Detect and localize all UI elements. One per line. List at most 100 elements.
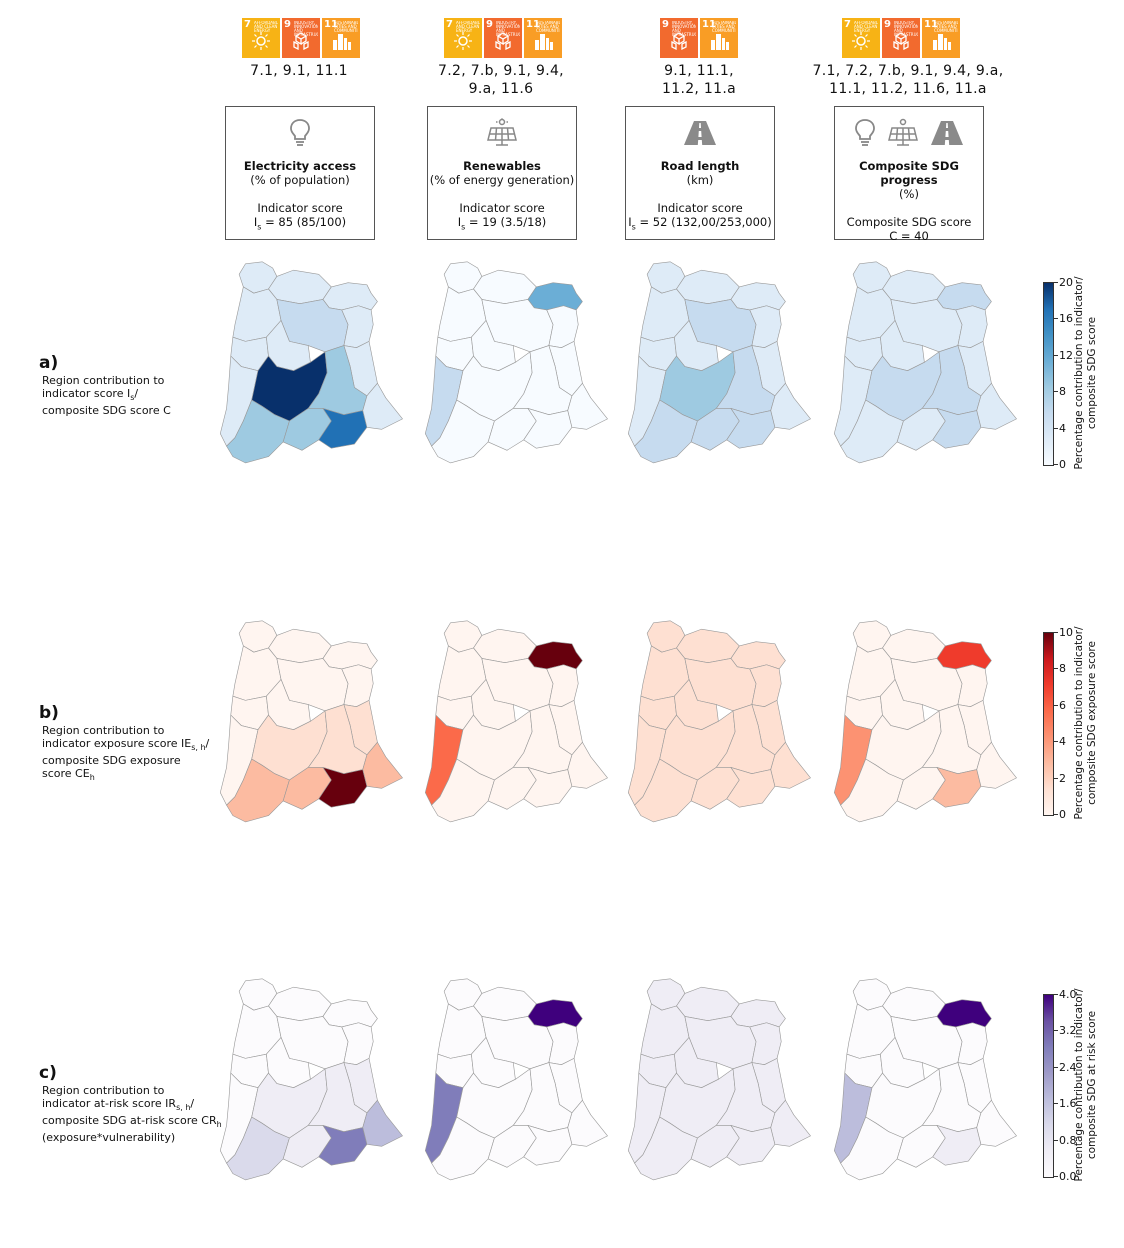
region-r15 (726, 1125, 776, 1166)
card-subtitle: (%) (899, 187, 919, 201)
colorbar-tick-label: 1.6 (1059, 1097, 1077, 1111)
row-header-a: a) Region contribution to indicator scor… (39, 353, 171, 418)
colorbar-label: Percentage contribution to indicator/com… (1073, 626, 1098, 820)
region-r3 (322, 641, 378, 670)
colorbar-tick-mark (1054, 318, 1058, 320)
region-r2 (473, 986, 537, 1021)
region-r15 (318, 1125, 368, 1166)
region-r13 (634, 1116, 698, 1181)
region-r16 (362, 741, 403, 789)
colorbar-gradient (1043, 994, 1054, 1178)
colorbar-tick-label: 6 (1059, 698, 1066, 712)
indicator-card-composite: Composite SDG progress (%) Composite SDG… (834, 106, 984, 243)
region-r2 (882, 986, 946, 1021)
row-header-c: c) Region contribution to indicator at-r… (39, 1063, 222, 1145)
targets-col4: 7.1, 7.2, 7.b, 9.1, 9.4, 9.a, 11.1, 11.2,… (812, 63, 1004, 97)
colorbar-tick-mark (1054, 741, 1058, 743)
ghana-map-3-3 (627, 978, 811, 1181)
colorbar-tick-mark (1054, 1103, 1058, 1105)
colorbar-tick-mark (1054, 814, 1058, 815)
region-r3 (322, 999, 378, 1028)
region-r3 (936, 641, 992, 670)
region-r13 (226, 1116, 290, 1181)
colorbar-tick-label: 2 (1059, 771, 1066, 785)
score-value: Is = 52 (132,00/253,000) (628, 215, 772, 232)
region-r13 (431, 1116, 495, 1181)
region-r2 (676, 628, 740, 663)
targets-col2: 7.2, 7.b, 9.1, 9.4, 9.a, 11.6 (438, 63, 564, 97)
colorbar-gradient (1043, 632, 1054, 816)
sdg11-badge: 11SUSTAINABLE CITIES AND COMMUNITIES (322, 18, 360, 58)
sdg11-badge: 11SUSTAINABLE CITIES AND COMMUNITIES (700, 18, 738, 58)
colorbar-tick-mark (1054, 1030, 1058, 1032)
region-r2 (268, 269, 332, 304)
region-r13 (431, 758, 495, 823)
colorbar-tick-mark (1054, 1176, 1058, 1177)
sdg-badges-col4: 7 AFFORDABLE AND CLEAN ENERGY 9 INDUSTRY, … (842, 18, 960, 58)
targets-col3: 9.1, 11.1, 11.2, 11.a (662, 63, 736, 97)
colorbar-tick-label: 0.8 (1059, 1133, 1077, 1147)
colorbar-tick-mark (1054, 668, 1058, 670)
ghana-map-3-4 (833, 978, 1017, 1181)
card-title: Electricity access (243, 159, 357, 173)
region-r15 (932, 408, 982, 449)
solar-panel-icon (487, 118, 517, 146)
region-r16 (567, 1099, 608, 1147)
colorbar-tick-label: 10 (1059, 626, 1073, 639)
colorbar-tick-label: 4.0 (1059, 988, 1077, 1001)
colorbar-tick-mark (1054, 282, 1058, 283)
region-r16 (567, 741, 608, 789)
ghana-map-1-1 (219, 261, 403, 464)
colorbar-tick-label: 16 (1059, 312, 1073, 326)
score-label: Indicator score (657, 201, 743, 215)
region-r16 (976, 382, 1017, 430)
colorbar-tick-mark (1054, 1139, 1058, 1141)
score-label: Indicator score (257, 201, 343, 215)
colorbar-tick-label: 0 (1059, 808, 1066, 821)
region-r3 (527, 282, 583, 311)
region-r3 (730, 641, 786, 670)
targets-col1: 7.1, 9.1, 11.1 (250, 63, 348, 79)
region-r16 (567, 382, 608, 430)
colorbar-tick-label: 20 (1059, 276, 1073, 289)
lightbulb-icon (290, 119, 310, 146)
ghana-map-1-2 (424, 261, 608, 464)
sdg11-badge: 11SUSTAINABLE CITIES AND COMMUNITIES (524, 18, 562, 58)
region-r2 (882, 269, 946, 304)
colorbar-tick-label: 4 (1059, 735, 1066, 749)
region-r3 (730, 999, 786, 1028)
score-value: C = 40 (889, 229, 929, 243)
region-r13 (634, 399, 698, 464)
region-r15 (523, 1125, 573, 1166)
colorbar-tick-mark (1054, 464, 1058, 465)
road-icon (684, 121, 716, 145)
region-r15 (318, 767, 368, 808)
region-r13 (431, 399, 495, 464)
region-r3 (527, 999, 583, 1028)
ghana-map-2-4 (833, 620, 1017, 823)
region-r16 (770, 741, 811, 789)
region-r2 (676, 986, 740, 1021)
colorbar-tick-label: 4 (1059, 421, 1066, 435)
row-header-b: b) Region contribution to indicator expo… (39, 703, 210, 783)
colorbar-label: Percentage contribution to indicator/com… (1073, 988, 1098, 1182)
colorbar-tick-label: 2.4 (1059, 1060, 1077, 1074)
colorbar-label: Percentage contribution to indicator/com… (1073, 276, 1098, 470)
sdg-badges-col2: 7 AFFORDABLE AND CLEAN ENERGY 9 INDUSTRY, … (444, 18, 562, 58)
region-r13 (226, 758, 290, 823)
region-r16 (362, 382, 403, 430)
road-icon (931, 121, 963, 145)
colorbar-tick-mark (1054, 427, 1058, 429)
region-r2 (473, 628, 537, 663)
ghana-map-1-4 (833, 261, 1017, 464)
card-subtitle: (% of energy generation) (429, 173, 575, 187)
region-r15 (726, 408, 776, 449)
indicator-card-road-length: Road length (km) Indicator score Is = 52… (625, 106, 775, 240)
region-r16 (770, 382, 811, 430)
lightbulb-icon (855, 119, 875, 146)
region-r16 (976, 1099, 1017, 1147)
region-r13 (840, 758, 904, 823)
